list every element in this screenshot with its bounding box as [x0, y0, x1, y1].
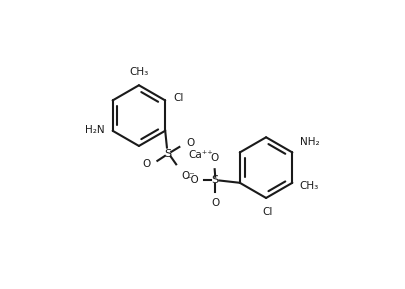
Text: Cl: Cl [262, 207, 273, 217]
Text: Ca⁺⁺: Ca⁺⁺ [189, 150, 213, 160]
Text: NH₂: NH₂ [300, 137, 319, 147]
Text: O⁻: O⁻ [181, 171, 195, 181]
Text: H₂N: H₂N [85, 125, 104, 135]
Text: Cl: Cl [174, 93, 184, 103]
Text: O: O [211, 198, 220, 208]
Text: CH₃: CH₃ [300, 181, 319, 191]
Text: S: S [212, 175, 219, 186]
Text: CH₃: CH₃ [129, 67, 149, 77]
Text: S: S [164, 149, 172, 159]
Text: O: O [187, 138, 195, 149]
Text: ⁻O: ⁻O [185, 175, 199, 185]
Text: O: O [211, 153, 219, 162]
Text: O: O [142, 159, 150, 169]
